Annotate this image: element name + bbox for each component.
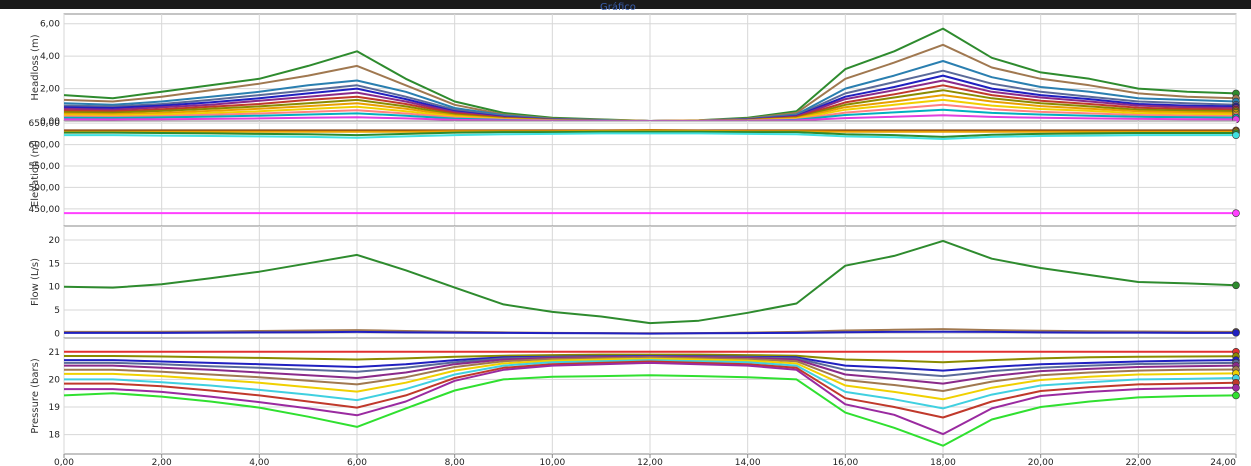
y-axis-title: Flow (L/s) [30,258,41,306]
series-line [64,130,1236,138]
series-end-marker [1232,281,1240,290]
x-tick-label: 6,00 [347,458,367,466]
y-tick-label: 0,00 [40,117,60,127]
x-tick-label: 12,00 [637,458,663,466]
series-line [64,356,1237,392]
x-tick-label: 2,00 [152,458,172,466]
panel-4: 18 19 20 21 Pressure (bars) [30,337,1240,455]
x-tick-label: 20,00 [1028,458,1054,466]
chart-title-fragment: Gráfico [600,1,636,13]
x-tick-label: 22,00 [1125,458,1151,466]
y-tick-label: 650,00 [29,119,61,129]
series-line [64,132,1236,140]
series-line [64,330,1236,335]
series-end-marker [1232,209,1240,217]
y-tick-label: 21 [49,348,60,358]
y-tick-label: 5 [54,306,60,316]
y-tick-label: 500,00 [29,183,61,193]
y-axis-title: Pressure (bars) [30,358,41,434]
x-tick-label: 0,00 [54,458,74,466]
series-line [64,360,1237,419]
series-line [63,374,1237,447]
y-tick-label: 10 [49,283,61,293]
y-tick-label: 450,00 [29,205,61,215]
series-line [63,239,1237,325]
series-line [64,361,1237,436]
series-end-marker [1232,391,1240,400]
y-tick-label: 2,00 [40,85,60,95]
x-tick-label: 18,00 [930,458,956,466]
x-tick-label: 24,00 [1210,458,1236,466]
y-axis-title: Headloss (m) [30,34,41,100]
series-end-marker [1232,329,1240,337]
y-axis-title: Elevation (m) [30,140,41,207]
x-tick-label: 14,00 [735,458,761,466]
y-tick-label: 20 [49,375,61,385]
x-tick-label: 8,00 [445,458,465,466]
panel-1: 0,00 2,00 4,00 6,00 Headloss (m) [30,13,1240,127]
y-tick-label: 4,00 [40,52,60,62]
y-tick-label: 0 [54,329,60,339]
y-tick-label: 15 [49,259,60,269]
x-axis: 0,00 2,00 4,00 6,00 8,00 10,00 12,00 14,00 16,00… [54,454,1237,466]
series-line [64,129,1236,133]
panel-3: 0 5 10 15 20 Flow (L/s) [30,225,1240,339]
series-end-marker [1232,131,1240,139]
series-end-marker [1232,383,1240,392]
y-tick-label: 20 [49,236,61,246]
series-line [64,353,1237,364]
series-line [64,357,1237,401]
x-tick-label: 16,00 [832,458,858,466]
x-tick-label: 10,00 [539,458,565,466]
panel-2: 450,00 500,00 550,00 600,00 650,00 Elevation … [29,119,1240,227]
top-window-bar [0,0,1251,9]
y-tick-label: 18 [49,431,61,441]
y-tick-label: 6,00 [40,20,60,30]
series-line [64,359,1237,410]
y-tick-label: 19 [49,403,61,413]
x-tick-label: 4,00 [249,458,269,466]
y-tick-label: 600,00 [29,141,61,151]
y-tick-label: 550,00 [29,162,61,172]
